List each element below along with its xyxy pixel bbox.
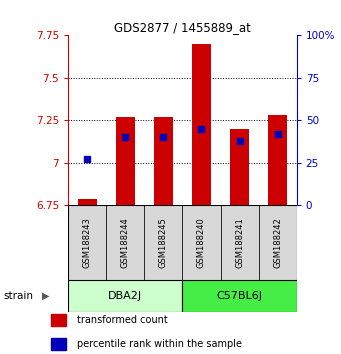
Text: transformed count: transformed count [77,315,167,325]
Text: ▶: ▶ [42,291,50,301]
Text: GSM188240: GSM188240 [197,217,206,268]
Text: GSM188242: GSM188242 [273,217,282,268]
Text: DBA2J: DBA2J [108,291,143,301]
Text: C57BL6J: C57BL6J [217,291,263,301]
Text: GSM188243: GSM188243 [83,217,92,268]
Text: percentile rank within the sample: percentile rank within the sample [77,339,242,349]
Bar [78,199,97,205]
Text: GSM188245: GSM188245 [159,217,168,268]
Bar [221,205,258,280]
Bar [68,205,106,280]
Bar [258,205,297,280]
Title: GDS2877 / 1455889_at: GDS2877 / 1455889_at [114,21,251,34]
Text: GSM188241: GSM188241 [235,217,244,268]
Text: GSM188244: GSM188244 [121,217,130,268]
Bar [144,205,182,280]
Bar [182,280,297,312]
Bar [230,129,249,205]
Bar [68,280,182,312]
Bar [106,205,144,280]
Bar [268,115,287,205]
Bar [182,205,221,280]
Bar [51,338,66,350]
Text: strain: strain [3,291,33,301]
Bar [51,314,66,326]
Bar [154,117,173,205]
Bar [192,44,211,205]
Bar [116,117,135,205]
